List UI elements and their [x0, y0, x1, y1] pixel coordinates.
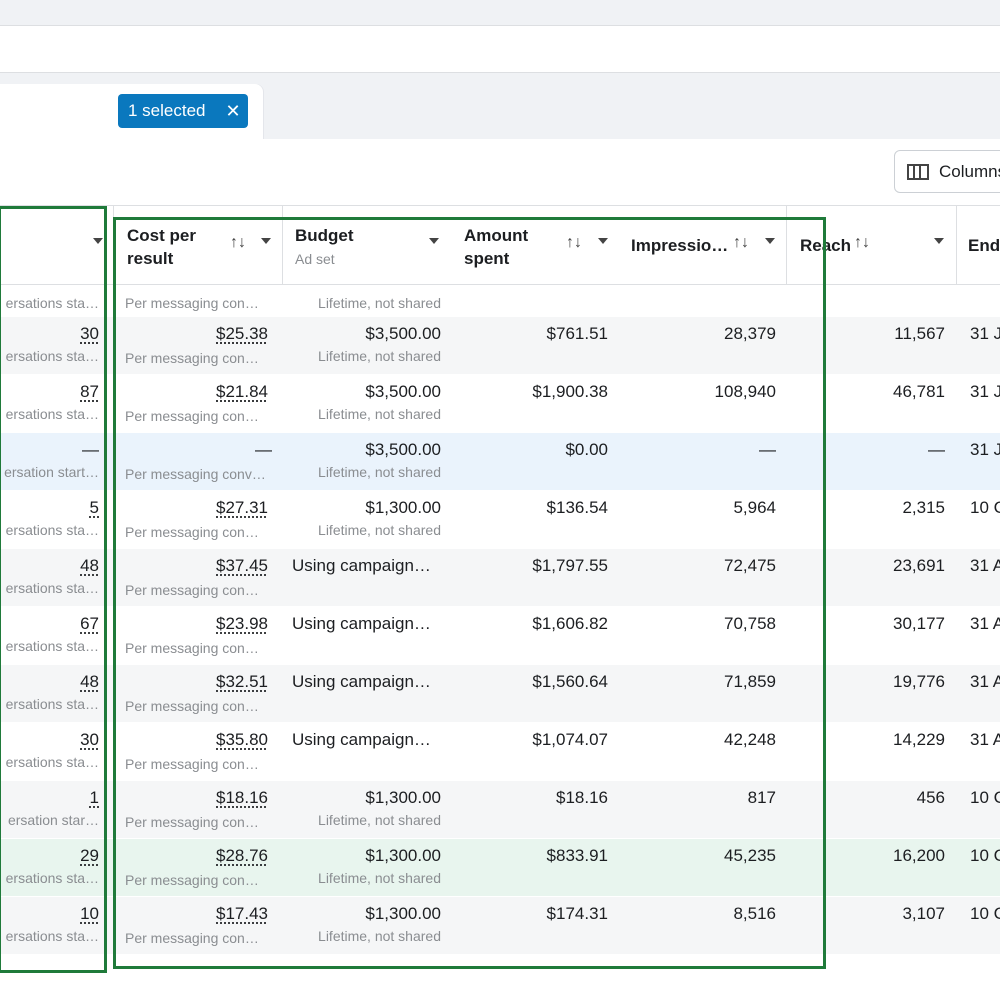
highlight-box-metrics — [113, 217, 826, 969]
ends-value: 10 C — [970, 497, 1000, 519]
ends-value: 31 J — [970, 381, 1000, 403]
ends-value: 31 A — [970, 729, 1000, 751]
ends-value: 31 A — [970, 671, 1000, 693]
caret-down-icon[interactable] — [934, 238, 944, 244]
ends-value: 31 J — [970, 439, 1000, 461]
columns-button[interactable]: Columns — [894, 150, 1000, 193]
header-ends[interactable]: End — [956, 206, 1000, 285]
ends-value: 10 C — [970, 787, 1000, 809]
ends-value: 31 A — [970, 613, 1000, 635]
ends-value: 10 C — [970, 903, 1000, 925]
selected-filter-chip[interactable]: 1 selected ✕ — [118, 94, 248, 128]
chip-label: 1 selected — [128, 101, 218, 121]
header-ends-label: End — [968, 234, 1000, 257]
browser-top-strip — [0, 0, 1000, 26]
sort-icon[interactable]: ↑↓ — [854, 234, 870, 252]
close-icon[interactable]: ✕ — [218, 101, 248, 122]
columns-icon — [907, 164, 929, 180]
highlight-box-results — [0, 206, 107, 973]
columns-label: Columns — [939, 162, 1000, 182]
ends-value: 31 J — [970, 323, 1000, 345]
ends-value: 10 C — [970, 845, 1000, 867]
search-bar-area — [0, 26, 1000, 73]
ends-value: 31 A — [970, 555, 1000, 577]
table-toolbar — [0, 139, 1000, 205]
